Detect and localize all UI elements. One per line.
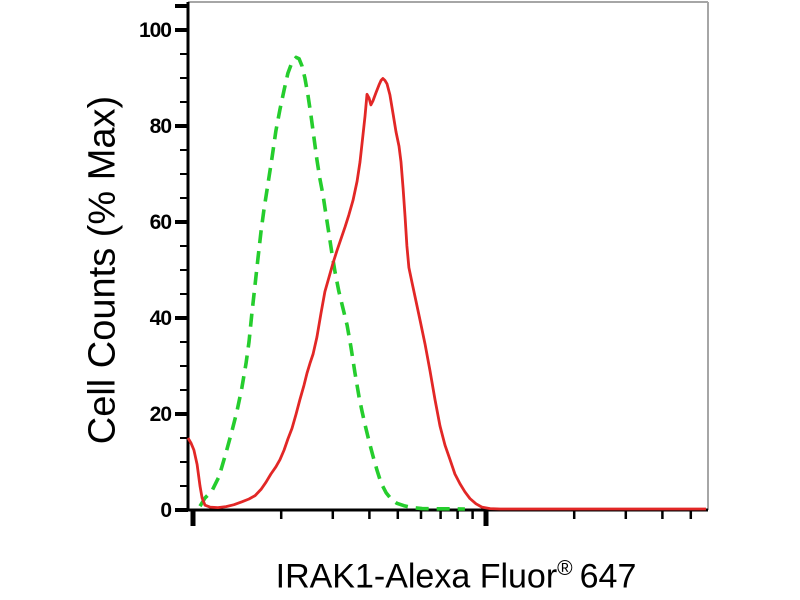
red-solid-curve	[186, 77, 706, 511]
y-tick-label: 20	[150, 403, 172, 426]
x-axis-label: IRAK1-Alexa Fluor® 647	[276, 558, 637, 597]
y-tick-label: 60	[150, 211, 172, 234]
y-axis-label: Cell Counts (% Max)	[81, 95, 124, 445]
y-tick-label: 80	[150, 115, 172, 138]
registered-trademark-icon: ®	[557, 557, 573, 581]
x-axis-label-main: IRAK1-Alexa Fluor	[275, 557, 558, 596]
x-axis-label-number: 647	[579, 557, 637, 596]
green-dashed-curve	[198, 55, 465, 511]
y-tick-label: 0	[160, 499, 171, 522]
y-tick-label: 100	[139, 19, 171, 42]
y-tick-label: 40	[150, 307, 172, 330]
